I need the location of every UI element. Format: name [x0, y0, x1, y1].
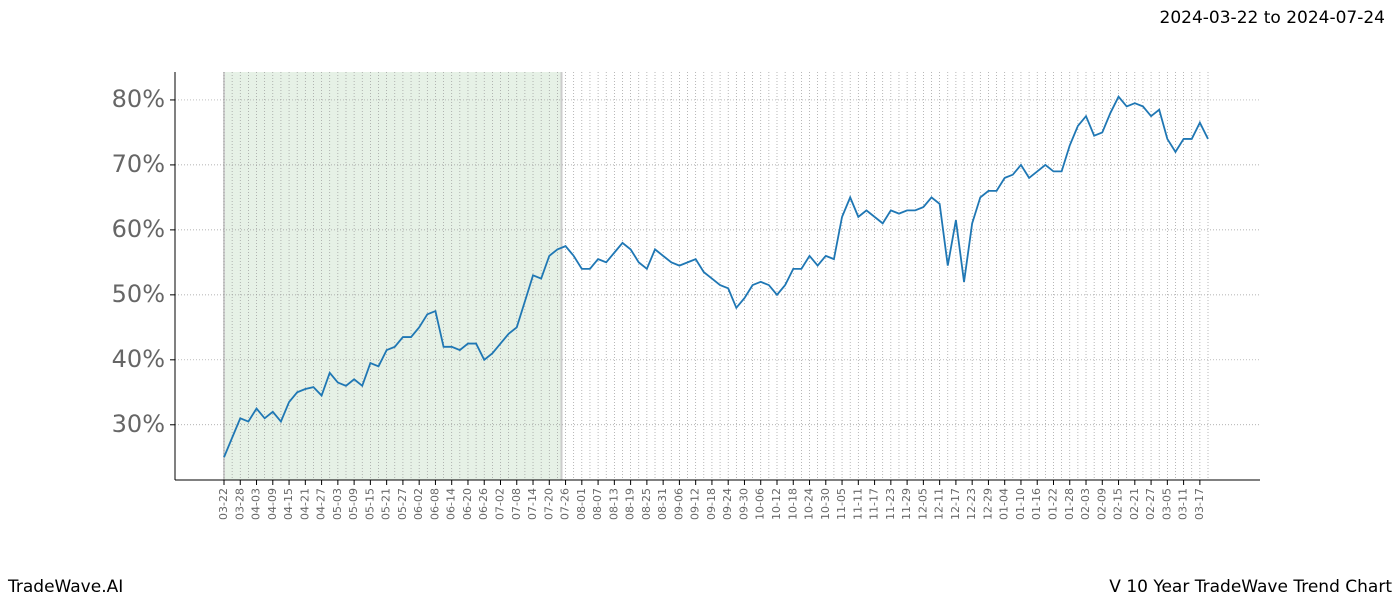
x-tick-label: 05-15 [363, 488, 376, 520]
x-tick-label: 08-13 [607, 488, 620, 520]
x-tick-label: 01-16 [1030, 488, 1043, 520]
x-tick-label: 12-11 [933, 488, 946, 520]
x-tick-label: 09-12 [689, 488, 702, 520]
x-tick-label: 01-10 [1014, 488, 1027, 520]
x-tick-label: 07-08 [510, 488, 523, 520]
x-tick-label: 08-01 [575, 488, 588, 520]
x-tick-label: 10-30 [819, 488, 832, 520]
x-tick-label: 07-02 [493, 488, 506, 520]
x-tick-label: 02-09 [1095, 488, 1108, 520]
y-tick-label: 50% [112, 280, 165, 308]
x-tick-label: 05-27 [396, 488, 409, 520]
x-tick-label: 08-07 [591, 488, 604, 520]
x-tick-label: 10-06 [754, 488, 767, 520]
x-tick-label: 11-29 [900, 488, 913, 520]
x-tick-label: 04-21 [298, 488, 311, 520]
y-tick-label: 30% [112, 410, 165, 438]
x-tick-label: 02-15 [1112, 488, 1125, 520]
x-tick-label: 12-23 [965, 488, 978, 520]
x-tick-label: 11-17 [868, 488, 881, 520]
x-tick-label: 12-17 [949, 488, 962, 520]
x-tick-label: 06-20 [461, 488, 474, 520]
x-tick-label: 11-11 [851, 488, 864, 520]
x-tick-label: 05-03 [331, 488, 344, 520]
x-tick-label: 01-22 [1046, 488, 1059, 520]
x-tick-label: 10-24 [803, 488, 816, 520]
x-tick-label: 06-26 [477, 488, 490, 520]
footer-left: TradeWave.AI [7, 577, 123, 597]
x-tick-label: 04-09 [266, 488, 279, 520]
x-tick-label: 06-02 [412, 488, 425, 520]
y-tick-label: 70% [112, 150, 165, 178]
x-tick-label: 08-19 [624, 488, 637, 520]
x-tick-label: 10-18 [786, 488, 799, 520]
y-tick-label: 80% [112, 85, 165, 113]
x-tick-label: 02-27 [1144, 488, 1157, 520]
x-tick-label: 08-31 [656, 488, 669, 520]
x-tick-label: 01-28 [1063, 488, 1076, 520]
x-tick-label: 05-09 [347, 488, 360, 520]
x-tick-label: 02-21 [1128, 488, 1141, 520]
x-tick-label: 12-05 [916, 488, 929, 520]
highlight-region [224, 72, 562, 480]
x-tick-label: 04-27 [315, 488, 328, 520]
x-tick-label: 10-12 [770, 488, 783, 520]
x-tick-label: 07-20 [542, 488, 555, 520]
x-tick-label: 11-23 [884, 488, 897, 520]
x-tick-label: 04-03 [250, 488, 263, 520]
x-tick-label: 03-17 [1193, 488, 1206, 520]
x-tick-label: 11-05 [835, 488, 848, 520]
footer-right: V 10 Year TradeWave Trend Chart [1109, 577, 1392, 597]
x-tick-label: 09-30 [737, 488, 750, 520]
x-tick-label: 08-25 [640, 488, 653, 520]
subtitle: 2024-03-22 to 2024-07-24 [1160, 8, 1385, 28]
x-tick-label: 07-14 [526, 488, 539, 520]
x-tick-label: 02-03 [1079, 488, 1092, 520]
x-tick-label: 06-14 [445, 488, 458, 520]
line [223, 95, 1209, 458]
x-tick-label: 01-04 [998, 488, 1011, 520]
x-tick-label: 05-21 [380, 488, 393, 520]
y-tick-label: 60% [112, 215, 165, 243]
x-tick-label: 12-29 [981, 488, 994, 520]
x-tick-label: 03-05 [1160, 488, 1173, 520]
y-tick-label: 40% [112, 345, 165, 373]
x-tick-label: 03-22 [217, 488, 230, 520]
x-tick-label: 09-24 [721, 488, 734, 520]
x-tick-label: 09-06 [672, 488, 685, 520]
x-tick-label: 04-15 [282, 488, 295, 520]
x-tick-label: 03-11 [1177, 488, 1190, 520]
x-tick-label: 03-28 [233, 488, 246, 520]
x-tick-label: 07-26 [559, 488, 572, 520]
x-tick-label: 09-18 [705, 488, 718, 520]
x-tick-label: 06-08 [428, 488, 441, 520]
